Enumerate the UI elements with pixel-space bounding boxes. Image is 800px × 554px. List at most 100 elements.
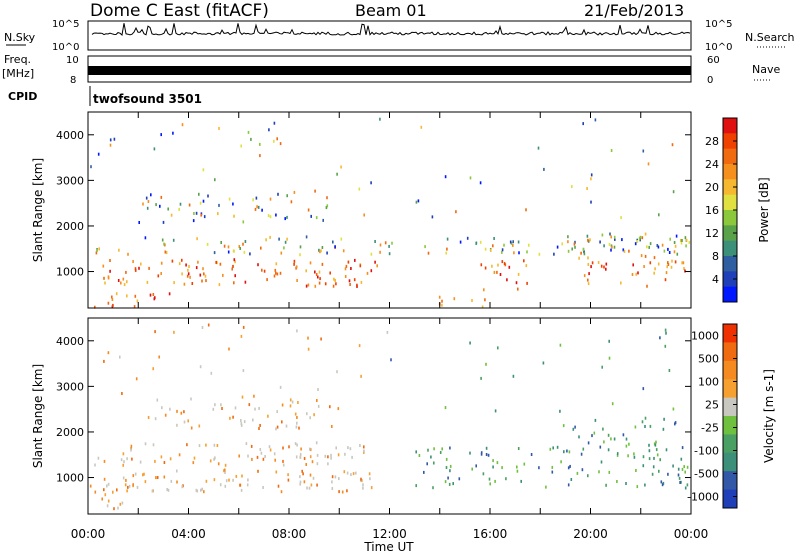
power-cell xyxy=(453,297,456,301)
power-colorbar-tick: 16 xyxy=(705,204,719,217)
velocity-cell xyxy=(433,447,435,451)
velocity-cell xyxy=(126,489,128,493)
nsky-panel: N.Sky 10^5 10^0 N.Search 10^5 10^0 xyxy=(4,19,795,53)
power-cell xyxy=(273,274,276,278)
velocity-cell xyxy=(309,455,312,459)
power-cell xyxy=(667,261,669,265)
power-cell xyxy=(622,248,625,252)
velocity-cell xyxy=(94,490,97,494)
power-cell xyxy=(427,251,430,255)
power-cell xyxy=(228,197,231,201)
power-cell xyxy=(202,168,205,172)
velocity-colorbar-tick: -100 xyxy=(694,445,719,458)
velocity-cell xyxy=(449,464,452,468)
power-cell xyxy=(233,258,236,262)
power-cell xyxy=(526,250,528,254)
velocity-cell xyxy=(471,467,473,471)
velocity-cell xyxy=(279,385,282,389)
power-cell xyxy=(586,234,589,238)
velocity-cell xyxy=(686,465,689,469)
power-cell xyxy=(614,237,616,241)
velocity-cell xyxy=(684,486,687,490)
velocity-cell xyxy=(559,343,562,347)
power-cell xyxy=(497,263,499,267)
velocity-cell xyxy=(247,454,249,458)
velocity-cell xyxy=(274,458,276,462)
velocity-cell xyxy=(551,465,554,469)
velocity-cell xyxy=(628,442,630,446)
velocity-cell xyxy=(331,425,333,428)
power-cell xyxy=(254,207,257,211)
power-cell xyxy=(160,272,162,275)
velocity-cell xyxy=(275,470,278,474)
velocity-cell xyxy=(651,472,654,476)
power-cell xyxy=(479,240,482,244)
power-cell xyxy=(326,251,328,255)
velocity-cell xyxy=(154,330,156,334)
power-cell xyxy=(573,242,576,246)
power-cell xyxy=(493,270,496,274)
power-cell xyxy=(263,269,266,273)
velocity-cell xyxy=(593,431,596,435)
velocity-cell xyxy=(335,446,337,450)
power-cell xyxy=(140,262,142,266)
power-cell xyxy=(431,215,434,219)
power-cell xyxy=(344,275,347,278)
velocity-cell xyxy=(196,489,199,493)
power-cell xyxy=(537,146,540,150)
velocity-cell xyxy=(201,487,203,491)
velocity-cell xyxy=(253,394,255,398)
velocity-colorbar-swatch xyxy=(723,416,737,435)
velocity-cell xyxy=(309,448,312,452)
velocity-cell xyxy=(294,442,297,446)
velocity-data-cells xyxy=(89,323,689,511)
power-cell xyxy=(366,271,369,275)
power-cell xyxy=(170,213,173,217)
power-cell xyxy=(492,244,494,248)
power-cell xyxy=(188,203,191,207)
power-cell xyxy=(347,260,350,264)
power-cell xyxy=(680,238,682,242)
velocity-cell xyxy=(287,478,290,482)
velocity-cell xyxy=(167,488,170,492)
power-cell xyxy=(684,269,686,273)
velocity-cell xyxy=(295,425,298,429)
time-axis-label: Time UT xyxy=(363,540,414,554)
velocity-cell xyxy=(176,480,178,484)
velocity-cell xyxy=(627,454,629,458)
power-cell xyxy=(646,284,648,288)
velocity-colorbar-tick: -1000 xyxy=(687,491,719,504)
velocity-cell xyxy=(306,412,308,416)
nave-tick-bottom: 0 xyxy=(707,75,713,86)
cpid-label: CPID xyxy=(8,90,37,103)
power-cell xyxy=(591,261,594,265)
velocity-cell xyxy=(213,443,216,447)
velocity-cell xyxy=(301,469,303,473)
power-colorbar-label: Power [dB] xyxy=(757,177,771,242)
velocity-cell xyxy=(505,477,507,481)
velocity-cell xyxy=(113,507,115,511)
velocity-cell xyxy=(147,416,150,419)
power-cell xyxy=(441,303,443,307)
power-cell xyxy=(204,274,207,278)
velocity-cell xyxy=(242,325,245,329)
velocity-cell xyxy=(494,479,496,483)
power-colorbar-tick: 24 xyxy=(705,158,719,171)
power-cell xyxy=(111,295,113,299)
velocity-cell xyxy=(302,472,304,476)
power-cell xyxy=(286,237,288,241)
power-cell xyxy=(240,144,242,148)
power-cell xyxy=(553,252,555,256)
nsearch-tick-bottom: 10^0 xyxy=(705,42,732,53)
velocity-cell xyxy=(97,456,100,460)
velocity-cell xyxy=(501,466,503,470)
power-cell xyxy=(259,154,261,158)
power-cell xyxy=(610,235,612,239)
velocity-cell xyxy=(311,460,314,464)
power-cell xyxy=(295,265,298,269)
velocity-cell xyxy=(312,476,315,480)
power-cell xyxy=(345,264,348,268)
power-cell xyxy=(680,241,683,245)
power-cell xyxy=(315,216,318,220)
power-cell xyxy=(388,252,391,256)
